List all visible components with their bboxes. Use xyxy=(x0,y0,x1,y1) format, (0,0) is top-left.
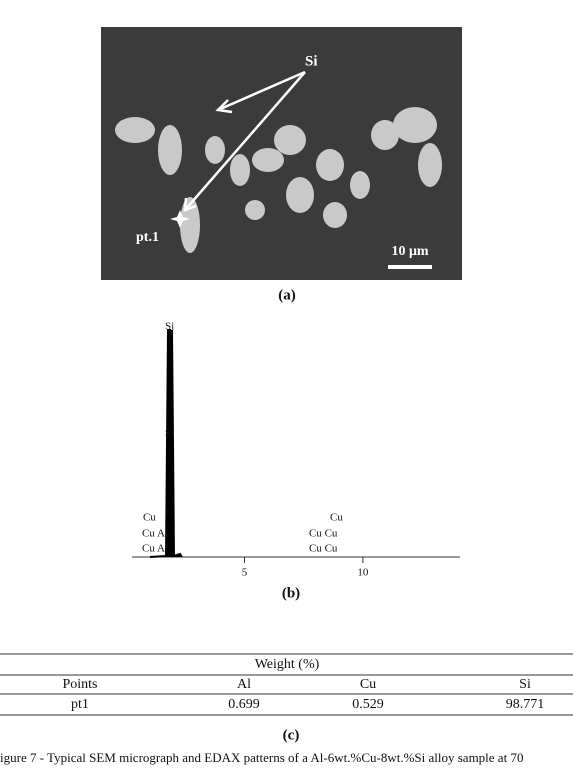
panel-label: (c) xyxy=(283,727,300,743)
spectrum-trace xyxy=(149,329,183,558)
table-header: Weight (%) xyxy=(255,657,320,672)
peak-label: Cu Cu xyxy=(309,528,338,540)
sem-image: Si pt.1 10 μm xyxy=(101,27,462,280)
panel-label: (a) xyxy=(278,287,296,303)
panel-label: (b) xyxy=(282,585,300,601)
arrow-label: Si xyxy=(305,53,318,69)
column-header: Cu xyxy=(360,677,376,692)
peak-label: Si xyxy=(166,507,174,517)
column-header: Si xyxy=(519,677,531,692)
point-marker xyxy=(170,210,190,228)
table: Weight (%) xyxy=(0,653,573,716)
x-tick-label: 10 xyxy=(357,567,369,579)
column-header: Points xyxy=(62,677,97,692)
peak-label: Cu xyxy=(330,512,343,524)
spectrum xyxy=(132,329,460,558)
point-label: pt.1 xyxy=(136,230,159,245)
peak-label: Si xyxy=(165,321,174,333)
peak-label: Cu Al xyxy=(142,528,168,540)
peak-label: Si xyxy=(165,428,174,440)
peak-label: Cu Cu xyxy=(309,543,338,555)
caption: igure 7 - Typical SEM micrograph and EDA… xyxy=(0,750,523,765)
scale-label: 10 μm xyxy=(391,244,428,259)
table-cell: 0.529 xyxy=(352,697,384,712)
column-header: Al xyxy=(237,677,251,692)
table-cell: 0.699 xyxy=(228,697,260,712)
arrows xyxy=(183,70,306,212)
peak-label: Cu Al xyxy=(142,543,168,555)
table-cell: 98.771 xyxy=(506,697,545,712)
peak-label: Cu xyxy=(143,512,156,524)
silicon-particles xyxy=(115,107,442,253)
x-tick-label: 5 xyxy=(242,567,248,579)
table-cell: pt1 xyxy=(71,697,89,712)
